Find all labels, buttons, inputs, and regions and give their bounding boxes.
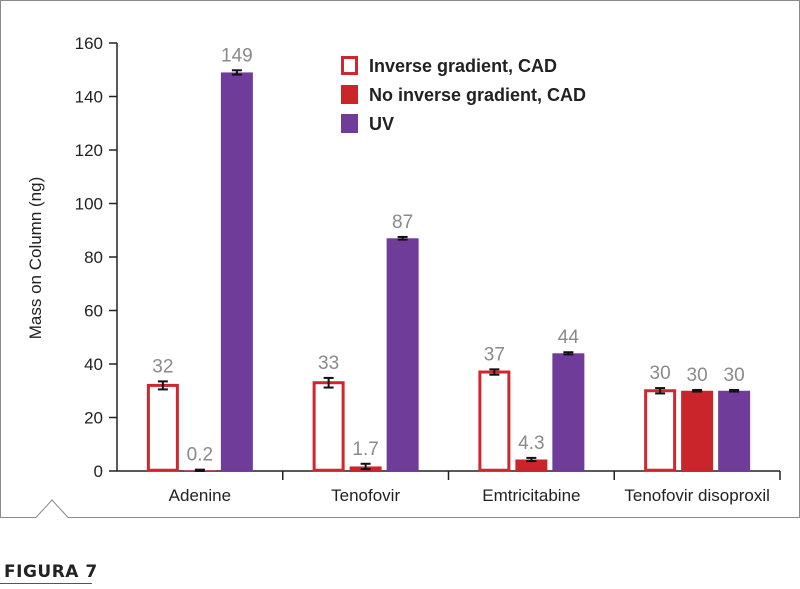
bar	[146, 383, 179, 472]
y-tick-label: 40	[84, 355, 103, 374]
data-label: 30	[687, 365, 708, 386]
data-label: 4.3	[518, 433, 544, 454]
bar	[478, 370, 511, 472]
bar	[515, 459, 548, 471]
data-label: 44	[558, 327, 580, 348]
y-tick-label: 140	[75, 88, 103, 107]
legend-label: No inverse gradient, CAD	[369, 85, 586, 105]
legend-label: Inverse gradient, CAD	[369, 56, 557, 76]
data-label: 37	[484, 344, 505, 365]
y-tick-label: 0	[94, 462, 103, 481]
bar	[718, 390, 751, 471]
x-tick-label: Tenofovir	[331, 486, 400, 505]
data-label: 30	[650, 363, 671, 384]
data-label: 33	[318, 353, 339, 374]
data-label: 32	[152, 356, 173, 377]
legend-swatch	[341, 85, 358, 104]
y-tick-label: 60	[84, 302, 103, 321]
figure-label: FIGURA 7	[4, 562, 98, 582]
data-label: 1.7	[352, 439, 378, 460]
data-label: 30	[724, 365, 745, 386]
x-tick-label: Emtricitabine	[482, 486, 580, 505]
bar	[552, 353, 585, 471]
bar	[386, 238, 419, 471]
y-tick-label: 100	[75, 195, 103, 214]
y-tick-label: 120	[75, 141, 103, 160]
legend-swatch	[341, 56, 358, 75]
y-tick-label: 160	[75, 34, 103, 53]
figure-label-underline	[0, 583, 92, 584]
x-tick-label: Tenofovir disoproxil	[624, 486, 770, 505]
legend-label: UV	[369, 114, 394, 134]
bar	[644, 389, 677, 472]
x-tick-label: Adenine	[169, 486, 231, 505]
bar	[312, 381, 345, 472]
bar	[681, 390, 714, 471]
data-label: 0.2	[187, 445, 213, 466]
bar	[220, 72, 253, 472]
y-axis-label: Mass on Column (ng)	[26, 177, 45, 340]
y-tick-label: 80	[84, 248, 103, 267]
data-label: 87	[392, 212, 413, 233]
legend-swatch	[341, 114, 358, 133]
y-tick-label: 20	[84, 409, 103, 428]
data-label: 149	[221, 45, 253, 66]
legend: Inverse gradient, CAD No inverse gradient…	[341, 56, 586, 134]
